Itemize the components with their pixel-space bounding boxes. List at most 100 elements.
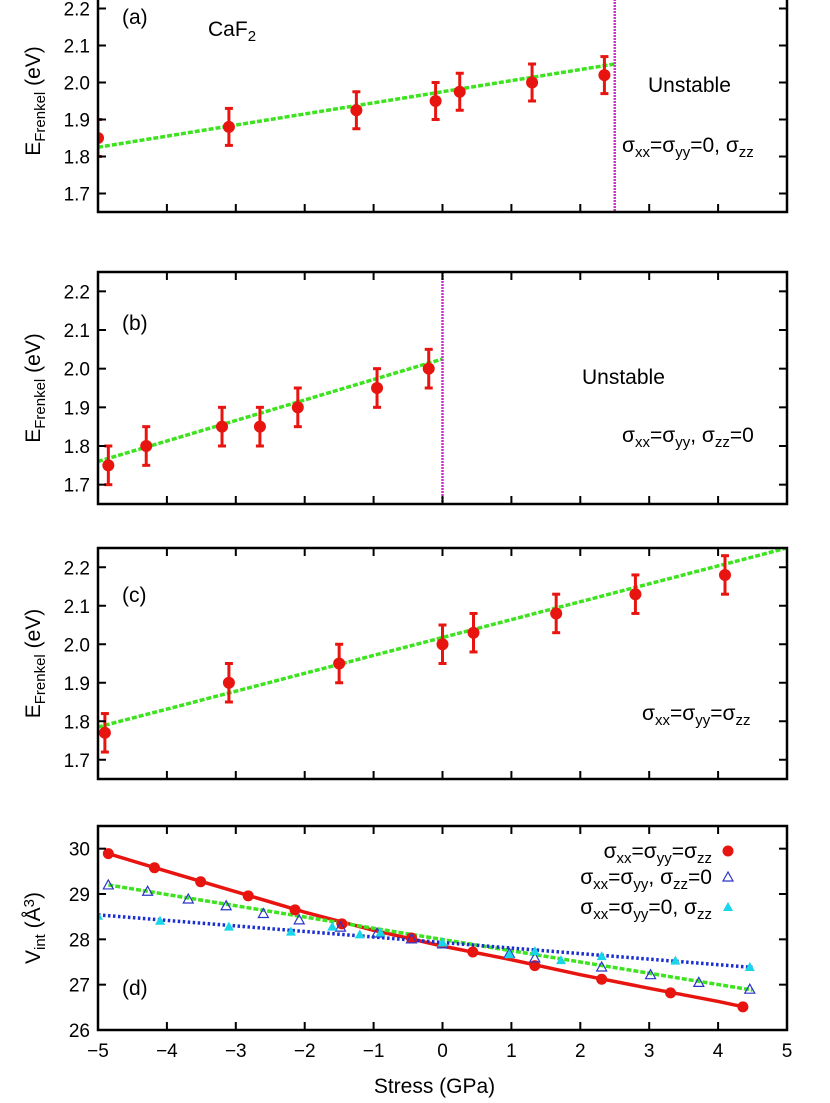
point-marker — [182, 892, 195, 904]
point-marker — [289, 904, 301, 916]
plot-area — [98, 548, 787, 754]
y-tick-label: 2.0 — [64, 635, 90, 656]
point-marker — [526, 76, 539, 89]
point-marker — [596, 973, 608, 985]
data-point — [436, 623, 449, 665]
point-marker — [222, 120, 235, 133]
y-tick-label: 1.9 — [64, 398, 90, 419]
data-point — [253, 405, 266, 448]
panel-b: 1.7 1.8 1.9 2.0 2.1 2.2 EFrenkel (eV) (b) Unstab… — [22, 270, 789, 506]
legend-entry: σxx=σyy=0, σzz — [580, 896, 712, 923]
stress-condition-label: σxx=σyy, σzz=0 — [622, 424, 754, 451]
point-marker — [467, 626, 480, 639]
point-marker — [242, 890, 254, 902]
x-axis-label: Stress (GPa) — [374, 1075, 495, 1098]
point-marker — [629, 588, 642, 601]
point-marker — [437, 937, 448, 947]
y-tick-label: 1.9 — [64, 674, 90, 695]
data-point — [526, 62, 539, 103]
point-marker — [148, 862, 160, 874]
point-marker — [293, 913, 306, 925]
panel-a: 1.7 1.8 1.9 2.0 2.1 2.2 EFrenkel (eV) (a) CaF2 Un… — [22, 0, 789, 214]
data-point — [98, 712, 111, 754]
data-point — [216, 405, 229, 448]
point-marker — [350, 104, 363, 117]
point-marker — [718, 568, 731, 581]
point-marker — [327, 921, 338, 931]
point-marker — [436, 638, 449, 651]
x-tick-label: −5 — [87, 1041, 109, 1062]
fit-line — [98, 357, 443, 464]
legend-marker — [721, 870, 735, 882]
point-marker — [598, 69, 611, 82]
point-marker — [285, 926, 296, 936]
x-tick-label: −4 — [156, 1041, 178, 1062]
series-markers — [102, 878, 756, 994]
x-tick-label: 4 — [713, 1041, 724, 1062]
point-marker — [354, 929, 365, 939]
point-marker — [98, 726, 111, 739]
unstable-label: Unstable — [582, 366, 665, 389]
point-marker — [371, 382, 384, 394]
point-marker — [422, 362, 435, 375]
y-tick-label: 2.2 — [64, 558, 90, 579]
y-tick-label: 1.7 — [64, 185, 90, 206]
y-tick-label: 2.1 — [64, 321, 90, 342]
point-marker — [333, 657, 346, 670]
plot-area — [98, 848, 756, 1013]
y-tick-label: 1.7 — [64, 751, 90, 772]
panel-label: (d) — [122, 977, 148, 1000]
y-tick-label: 2.1 — [64, 37, 90, 58]
legend-entry: σxx=σyy, σzz=0 — [580, 866, 712, 893]
point-marker — [670, 955, 681, 965]
point-marker — [405, 932, 418, 944]
point-marker — [141, 885, 154, 896]
plot-area — [98, 272, 444, 504]
point-marker — [334, 920, 347, 932]
point-marker — [98, 132, 104, 144]
data-point — [550, 592, 563, 635]
legend-marker — [723, 902, 733, 911]
y-tick-label: 28 — [69, 930, 90, 951]
point-marker — [155, 915, 166, 925]
series-markers — [102, 848, 749, 1013]
y-tick-label: 1.8 — [64, 712, 90, 733]
y-tick-label: 26 — [69, 1021, 90, 1042]
y-tick-label: 2.2 — [64, 0, 90, 21]
point-marker — [257, 907, 270, 919]
point-marker — [375, 927, 386, 937]
unstable-label: Unstable — [648, 74, 731, 97]
x-tick-label: 1 — [506, 1041, 517, 1062]
series-markers — [98, 910, 755, 971]
y-tick-label: 27 — [69, 976, 90, 997]
point-marker — [467, 946, 479, 958]
data-point — [222, 662, 235, 704]
data-point — [140, 425, 153, 467]
y-tick-label: 1.8 — [64, 148, 90, 169]
point-marker — [220, 899, 233, 911]
point-marker — [595, 960, 608, 972]
data-point — [629, 573, 642, 615]
y-tick-label: 29 — [69, 885, 90, 906]
y-tick-label: 1.8 — [64, 437, 90, 458]
point-marker — [195, 876, 207, 888]
point-marker — [140, 440, 153, 452]
panel-label: (b) — [122, 312, 148, 335]
y-tick-label: 30 — [69, 840, 90, 861]
point-marker — [291, 401, 304, 414]
stress-condition-label: σxx=σyy=0, σzz — [622, 134, 754, 161]
legend-marker — [722, 845, 734, 857]
point-marker — [528, 951, 541, 963]
panel-d: −5 −4 −3 −2 −1 0 1 2 3 4 5 26 27 28 29 30 Vint (Å3) (d) σx… — [21, 824, 792, 1098]
y-tick-label: 1.9 — [64, 111, 90, 132]
point-marker — [102, 878, 115, 890]
panel-label: (c) — [122, 584, 147, 607]
y-tick-label: 2.0 — [64, 360, 90, 381]
plot-area — [98, 0, 616, 212]
data-point — [102, 444, 115, 487]
point-marker — [102, 459, 115, 472]
point-marker — [596, 951, 607, 961]
data-point — [350, 90, 363, 131]
